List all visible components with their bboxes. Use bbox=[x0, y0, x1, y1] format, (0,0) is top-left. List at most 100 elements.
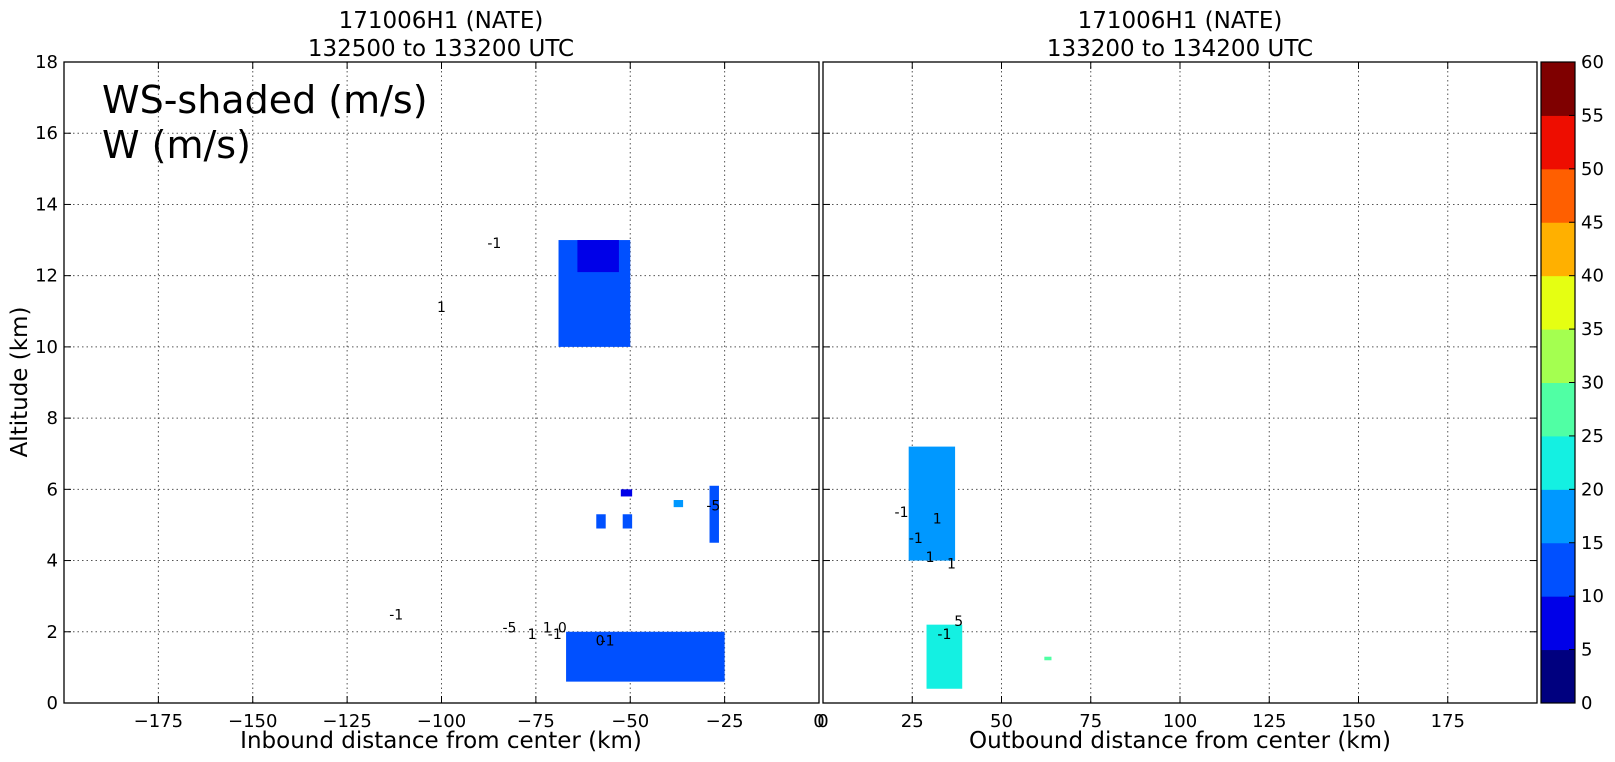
colorbar-tick-label: 20 bbox=[1581, 479, 1604, 500]
inbound-x-axis-label: Inbound distance from center (km) bbox=[240, 728, 642, 754]
y-tick-label: 6 bbox=[47, 479, 58, 500]
contour-label: -1 bbox=[909, 531, 923, 547]
colorbar: 0 5 10 15 20 25 30 35 40 45 50 55 60 bbox=[1540, 52, 1604, 714]
y-tick-label: 12 bbox=[35, 266, 58, 287]
shaded-region bbox=[1044, 656, 1052, 661]
colorbar-ticks: 0 5 10 15 20 25 30 35 40 45 50 55 60 bbox=[1569, 52, 1604, 714]
colorbar-tick-label: 40 bbox=[1581, 266, 1604, 287]
outbound-panel: 1-1-11 15-1 0 25 50 75 100 125 150 175 171006H1 … bbox=[817, 8, 1538, 754]
colorbar-segment bbox=[1541, 275, 1575, 330]
y-axis-label: Altitude (km) bbox=[7, 307, 33, 458]
inbound-subtitle: 132500 to 133200 UTC bbox=[308, 36, 574, 62]
inbound-ticks: −175 −150 −125 −100 −75 −50 −25 002468101214161… bbox=[35, 52, 825, 732]
y-tick-label: 4 bbox=[47, 551, 58, 572]
colorbar-segment bbox=[1541, 222, 1575, 277]
y-tick-label: 2 bbox=[47, 622, 58, 643]
contour-label: -5 bbox=[502, 620, 516, 636]
colorbar-tick-label: 35 bbox=[1581, 319, 1604, 340]
contour-label: 5 bbox=[954, 614, 963, 630]
inbound-panel: -11-1-5 -11 1 0-5-10 −175 −150 −125 −100 −75 −50… bbox=[7, 8, 825, 754]
colorbar-segment bbox=[1541, 329, 1575, 383]
colorbar-segment bbox=[1541, 649, 1575, 704]
colorbar-segment bbox=[1541, 596, 1575, 651]
x-tick-label: 0 bbox=[817, 711, 828, 732]
x-tick-label: −25 bbox=[706, 711, 744, 732]
contour-label: -1 bbox=[487, 236, 501, 252]
y-tick-label: 14 bbox=[35, 194, 58, 215]
colorbar-segment bbox=[1541, 62, 1575, 116]
shaded-region bbox=[926, 624, 963, 689]
x-tick-label: 50 bbox=[990, 711, 1013, 732]
colorbar-tick-label: 0 bbox=[1581, 693, 1592, 714]
contour-label: 1 bbox=[437, 300, 446, 316]
y-tick-label: 18 bbox=[35, 52, 58, 73]
inbound-grid bbox=[64, 62, 819, 703]
inbound-title: 171006H1 (NATE) bbox=[339, 8, 544, 34]
outbound-x-axis-label: Outbound distance from center (km) bbox=[969, 728, 1391, 754]
shaded-region bbox=[577, 240, 619, 273]
colorbar-tick-label: 10 bbox=[1581, 586, 1604, 607]
contour-label: 1 bbox=[528, 627, 537, 643]
contour-label: -1 bbox=[548, 627, 562, 643]
colorbar-segment bbox=[1541, 435, 1575, 490]
contour-label: -1 bbox=[389, 608, 403, 624]
colorbar-segment bbox=[1541, 489, 1575, 544]
colorbar-tick-label: 5 bbox=[1581, 640, 1592, 661]
outbound-subtitle: 133200 to 134200 UTC bbox=[1047, 36, 1313, 62]
y-tick-label: 8 bbox=[47, 408, 58, 429]
colorbar-tick-label: 50 bbox=[1581, 159, 1604, 180]
contour-label: -1 bbox=[895, 505, 909, 521]
x-tick-label: −175 bbox=[134, 711, 183, 732]
overlay-line-ws: WS-shaded (m/s) bbox=[102, 78, 428, 122]
shaded-region bbox=[622, 514, 633, 529]
outbound-title: 171006H1 (NATE) bbox=[1078, 8, 1283, 34]
outbound-grid bbox=[823, 62, 1537, 703]
contour-label: 1 bbox=[543, 620, 552, 636]
y-tick-label: 10 bbox=[35, 337, 58, 358]
outbound-contour-labels: 1-1-11 15-1 bbox=[895, 505, 964, 643]
x-tick-label: 175 bbox=[1431, 711, 1465, 732]
x-tick-label: 75 bbox=[1079, 711, 1102, 732]
colorbar-segment bbox=[1541, 168, 1575, 223]
overlay-line-w: W (m/s) bbox=[102, 123, 251, 167]
x-tick-label: −50 bbox=[611, 711, 649, 732]
x-tick-label: −100 bbox=[417, 711, 466, 732]
outbound-ticks: 0 25 50 75 100 125 150 175 bbox=[817, 61, 1537, 732]
contour-label: 0 bbox=[596, 633, 605, 649]
colorbar-tick-label: 60 bbox=[1581, 52, 1604, 73]
x-tick-label: −75 bbox=[517, 711, 555, 732]
shaded-region bbox=[596, 514, 606, 529]
colorbar-segment bbox=[1541, 382, 1575, 437]
colorbar-tick-label: 45 bbox=[1581, 212, 1604, 233]
x-tick-label: 100 bbox=[1163, 711, 1197, 732]
colorbar-segment bbox=[1541, 115, 1575, 170]
colorbar-tick-label: 30 bbox=[1581, 373, 1604, 394]
inbound-contour-labels: -11-1-5 -11 1 0-5-10 bbox=[389, 236, 720, 649]
contour-label: 1 bbox=[926, 550, 935, 566]
x-tick-label: 0 bbox=[813, 711, 824, 732]
shaded-region bbox=[709, 485, 719, 543]
colorbar-segments bbox=[1541, 62, 1575, 704]
shaded-region bbox=[908, 446, 956, 561]
y-tick-label: 0 bbox=[47, 693, 58, 714]
outbound-shading bbox=[908, 446, 1052, 689]
shaded-region bbox=[620, 489, 633, 497]
contour-label: -1 bbox=[937, 627, 951, 643]
contour-label: 1 bbox=[933, 512, 942, 528]
shaded-region bbox=[566, 631, 725, 682]
x-tick-label: −150 bbox=[228, 711, 277, 732]
x-tick-label: −125 bbox=[322, 711, 371, 732]
contour-label: -5 bbox=[706, 499, 720, 515]
colorbar-tick-label: 15 bbox=[1581, 533, 1604, 554]
x-tick-label: 125 bbox=[1252, 711, 1286, 732]
x-tick-label: 150 bbox=[1341, 711, 1375, 732]
colorbar-segment bbox=[1541, 542, 1575, 597]
x-tick-label: 25 bbox=[901, 711, 924, 732]
y-tick-label: 16 bbox=[35, 123, 58, 144]
colorbar-tick-label: 55 bbox=[1581, 105, 1604, 126]
inbound-shading bbox=[558, 240, 725, 682]
colorbar-tick-label: 25 bbox=[1581, 426, 1604, 447]
contour-label: -1 bbox=[601, 633, 615, 649]
contour-label: 0 bbox=[558, 620, 567, 636]
shaded-region bbox=[673, 500, 684, 508]
